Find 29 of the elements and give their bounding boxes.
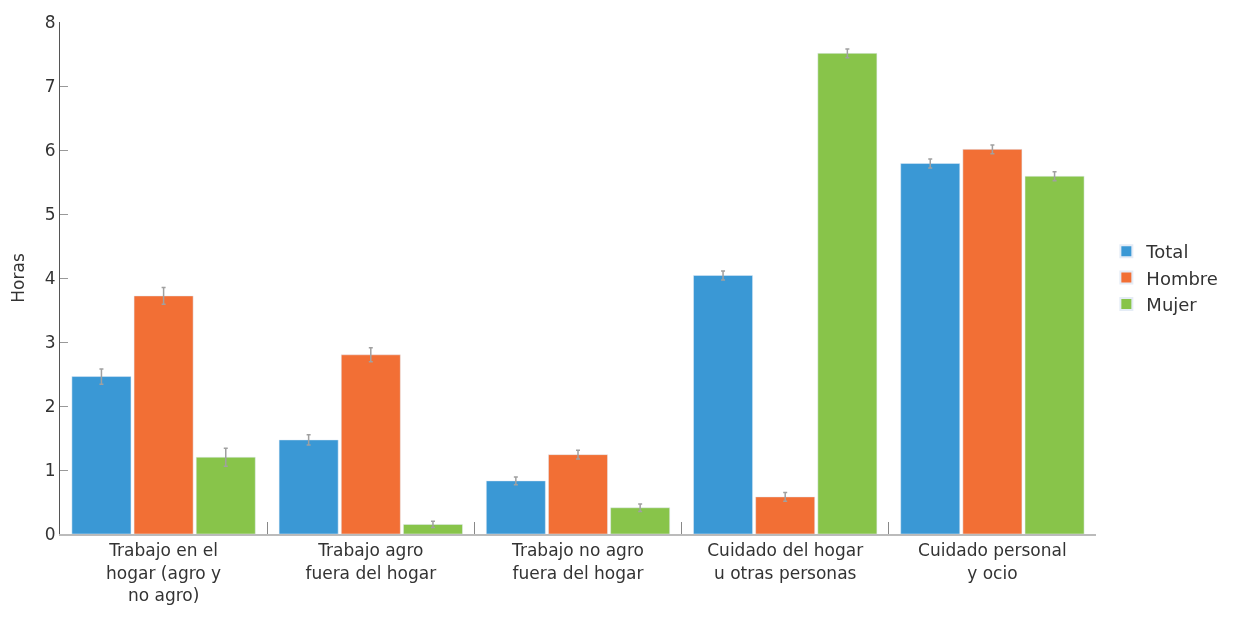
y-tick-label: 4 xyxy=(44,267,56,288)
bar xyxy=(486,480,546,534)
y-tick-label: 3 xyxy=(44,331,56,352)
x-tick-label: Trabajo en el hogar (agro y no agro) xyxy=(106,540,222,605)
bar xyxy=(548,454,608,534)
legend-label: Mujer xyxy=(1146,294,1198,316)
y-axis-title: Horas xyxy=(8,253,29,303)
x-tick-label: Cuidado del hogar u otras personas xyxy=(707,540,864,583)
x-tick-label: Trabajo agro fuera del hogar xyxy=(305,540,437,583)
bar xyxy=(817,53,878,534)
x-tick-label: Cuidado personal y ocio xyxy=(918,540,1067,583)
y-tick-label: 0 xyxy=(44,523,56,544)
y-tick-label: 6 xyxy=(44,139,56,160)
y-tick-label: 1 xyxy=(44,459,56,480)
bar xyxy=(900,163,961,534)
y-tick-label: 8 xyxy=(44,11,56,32)
bar xyxy=(278,439,339,534)
y-tick-label: 2 xyxy=(44,395,56,416)
y-tick-label: 7 xyxy=(44,75,56,96)
legend-label: Hombre xyxy=(1146,267,1218,289)
y-tick-label: 5 xyxy=(44,203,56,224)
bar xyxy=(755,496,815,534)
legend-label: Total xyxy=(1145,241,1189,263)
x-tick-label: Trabajo no agro fuera del hogar xyxy=(511,540,644,583)
bar xyxy=(403,524,463,534)
bar xyxy=(610,507,670,534)
bar xyxy=(693,275,753,534)
bar xyxy=(195,456,256,534)
bar xyxy=(341,354,401,534)
